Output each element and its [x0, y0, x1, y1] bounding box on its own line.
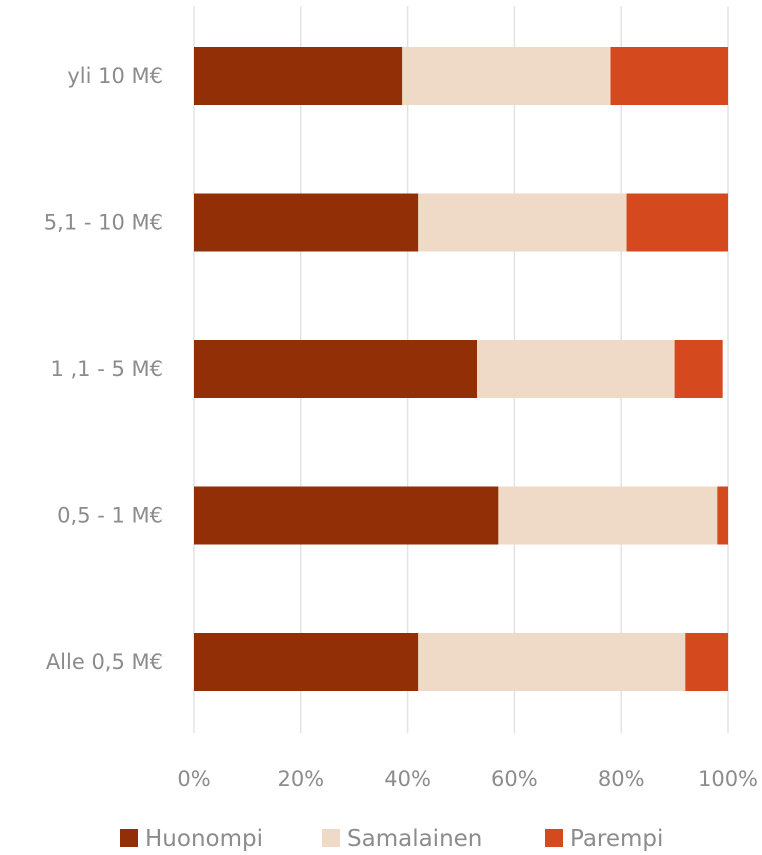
bar-segment [498, 486, 718, 545]
category-label: 1 ,1 - 5 M€ [50, 357, 163, 381]
bar-segment [477, 340, 675, 398]
x-tick-labels: 0% 20% 40% 60% 80% 100% [177, 767, 758, 791]
bar-segment [194, 47, 403, 105]
x-tick-label: 40% [384, 767, 431, 791]
bar-segment [418, 633, 686, 691]
legend-label: Huonompi [145, 826, 263, 852]
bar-segment [674, 340, 723, 398]
x-tick-label: 20% [277, 767, 324, 791]
x-tick-label: 0% [177, 767, 210, 791]
x-tick-label: 80% [598, 767, 645, 791]
category-label: 0,5 - 1 M€ [57, 504, 163, 528]
legend: Huonompi Samalainen Parempi [120, 826, 663, 852]
bar-segment [194, 340, 478, 398]
bar-segment [418, 193, 627, 252]
category-label: yli 10 M€ [67, 64, 163, 88]
bars [194, 47, 728, 691]
bar-segment [402, 47, 611, 105]
bar-segment [194, 486, 499, 545]
category-labels: yli 10 M€ 5,1 - 10 M€ 1 ,1 - 5 M€ 0,5 - 1 M… [44, 64, 163, 674]
legend-swatch [120, 829, 138, 847]
bar-segment [194, 193, 419, 252]
category-label: Alle 0,5 M€ [46, 650, 163, 674]
bar-segment [194, 633, 419, 691]
legend-swatch [545, 829, 563, 847]
category-label: 5,1 - 10 M€ [44, 211, 163, 235]
bar-segment [610, 47, 728, 105]
legend-swatch [322, 829, 340, 847]
x-tick-label: 60% [491, 767, 538, 791]
legend-label: Samalainen [347, 826, 482, 852]
bar-segment [685, 633, 728, 691]
bar-segment [717, 486, 728, 545]
legend-label: Parempi [570, 826, 663, 852]
bar-segment [626, 193, 728, 252]
x-tick-label: 100% [698, 767, 758, 791]
